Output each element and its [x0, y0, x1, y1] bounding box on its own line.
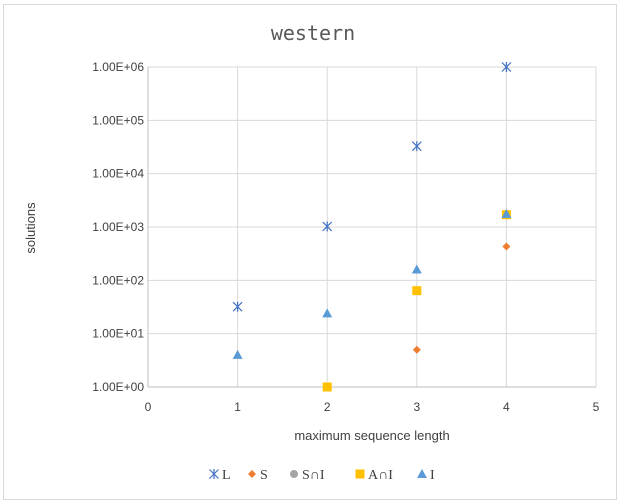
legend: L S S∩I A∩I I — [209, 468, 435, 483]
point-asterisk — [322, 221, 333, 232]
legend-label: S∩I — [302, 468, 325, 483]
chart-frame — [3, 4, 617, 500]
legend-marker-circle — [290, 470, 298, 478]
y-tick-label: 1.00E+06 — [92, 60, 144, 74]
gridlines — [147, 66, 597, 388]
y-tick-label: 1.00E+01 — [92, 327, 144, 341]
point-asterisk — [232, 301, 243, 312]
y-tick-label: 1.00E+00 — [92, 380, 144, 394]
legend-item: S∩I — [290, 468, 325, 483]
chart-title: western — [271, 21, 355, 45]
point-triangle — [501, 209, 512, 219]
legend-marker-diamond — [248, 470, 256, 478]
legend-label: L — [222, 468, 231, 483]
x-axis-title: maximum sequence length — [294, 428, 449, 443]
point-diamond — [502, 242, 511, 251]
legend-label: A∩I — [368, 468, 393, 483]
legend-marker-asterisk — [209, 469, 219, 479]
legend-label: I — [430, 468, 435, 483]
y-tick-label: 1.00E+05 — [92, 113, 144, 127]
y-tick-label: 1.00E+03 — [92, 220, 144, 234]
x-tick-label: 3 — [413, 400, 420, 414]
legend-item: S — [248, 468, 268, 483]
point-triangle — [411, 264, 422, 274]
point-square — [322, 382, 332, 392]
point-triangle — [322, 308, 333, 318]
x-tick-labels: 0 1 2 3 4 5 — [145, 400, 600, 414]
y-tick-labels: 1.00E+00 1.00E+01 1.00E+02 1.00E+03 1.00E+04… — [92, 60, 144, 394]
point-asterisk — [501, 62, 512, 72]
x-tick-label: 4 — [503, 400, 510, 414]
point-diamond — [412, 345, 421, 354]
y-tick-label: 1.00E+04 — [92, 167, 144, 181]
legend-marker-square — [355, 469, 365, 479]
point-triangle — [232, 349, 243, 359]
legend-label: S — [260, 468, 268, 483]
x-tick-label: 5 — [593, 400, 600, 414]
x-tick-label: 1 — [234, 400, 241, 414]
y-axis-title: solutions — [23, 202, 38, 254]
legend-marker-triangle — [417, 469, 427, 478]
point-asterisk — [411, 141, 422, 152]
x-tick-label: 2 — [324, 400, 331, 414]
point-square — [412, 286, 422, 296]
legend-item: I — [417, 468, 435, 483]
y-tick-label: 1.00E+02 — [92, 273, 144, 287]
data-points — [232, 62, 512, 392]
legend-item: L — [209, 468, 231, 483]
x-tick-label: 0 — [145, 400, 152, 414]
legend-item: A∩I — [355, 468, 393, 483]
